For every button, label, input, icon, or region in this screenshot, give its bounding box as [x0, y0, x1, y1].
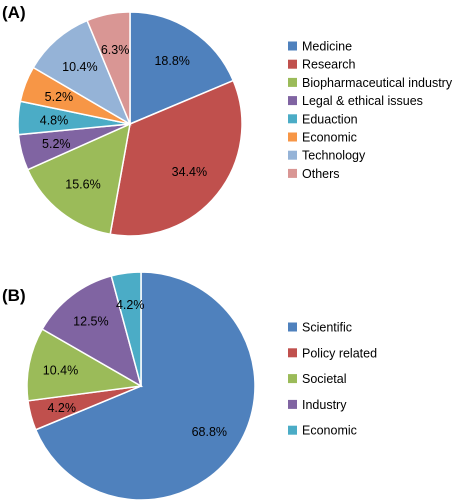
- legend-a-swatch-technology: [288, 150, 297, 160]
- pie-a-slice-technology: [32, 19, 132, 126]
- legend-a: Medicine Research Biopharmaceutical indust…: [288, 40, 453, 181]
- legend-a-item-technology: Technology: [302, 149, 366, 163]
- legend-a-item-research: Research: [302, 58, 356, 72]
- pie-b-data-label-economic: 4.2%: [116, 298, 145, 312]
- panel-a-label: (A): [2, 3, 26, 22]
- legend-a-swatch-biopharmaceutical-industry: [288, 77, 297, 87]
- legend-b-swatch-scientific: [288, 322, 297, 332]
- legend-a-swatch-research: [288, 59, 297, 69]
- legend-b: Scientific Policy related Societal Industry…: [288, 321, 377, 438]
- pie-chart-a: 18.8% 34.4% 15.6% 5.2% 4.8% 5.2% 10.4% 6.3%: [17, 11, 243, 237]
- pie-a-data-label-technology: 10.4%: [62, 60, 97, 74]
- pie-a-data-label-eduaction: 4.8%: [40, 113, 69, 127]
- legend-a-swatch-legal-ethical-issues: [288, 96, 297, 106]
- legend-a-item-economic: Economic: [302, 131, 357, 145]
- panel-b-label: (B): [2, 286, 26, 305]
- legend-a-swatch-medicine: [288, 41, 297, 51]
- pie-b-data-label-scientific: 68.8%: [192, 425, 227, 439]
- pie-b-slice-economic: [110, 271, 142, 387]
- legend-b-swatch-economic: [288, 425, 297, 435]
- pie-a-data-label-legal-ethical-issues: 5.2%: [42, 137, 71, 151]
- legend-b-swatch-policy-related: [288, 348, 297, 358]
- pie-b-data-label-industry: 12.5%: [73, 315, 108, 329]
- legend-a-swatch-others: [288, 168, 297, 178]
- pie-b-data-label-policy-related: 4.2%: [47, 401, 76, 415]
- pie-a-slice-research: [109, 79, 243, 237]
- legend-b-item-industry: Industry: [302, 398, 347, 412]
- pie-a-data-label-biopharmaceutical-industry: 15.6%: [65, 178, 100, 192]
- legend-b-swatch-industry: [288, 399, 297, 409]
- pie-a-slice-medicine: [129, 11, 235, 126]
- legend-a-item-medicine: Medicine: [302, 40, 352, 54]
- pie-a-slice-others: [86, 11, 131, 125]
- legend-a-item-legal-ethical-issues: Legal & ethical issues: [302, 94, 423, 108]
- legend-a-item-eduaction: Eduaction: [302, 112, 358, 126]
- pie-b-data-label-societal: 10.4%: [43, 364, 78, 378]
- legend-b-item-scientific: Scientific: [302, 321, 352, 335]
- pie-a-data-label-research: 34.4%: [172, 165, 207, 179]
- pie-b-slice-societal: [26, 328, 144, 402]
- pie-b-slice-scientific: [34, 271, 256, 501]
- legend-a-item-others: Others: [302, 167, 340, 181]
- legend-b-item-economic: Economic: [302, 424, 357, 438]
- pie-a-slice-biopharmaceutical-industry: [26, 122, 131, 236]
- legend-b-swatch-societal: [288, 374, 297, 384]
- pie-a-data-label-economic: 5.2%: [45, 90, 74, 104]
- pie-a-data-label-medicine: 18.8%: [154, 54, 189, 68]
- legend-a-swatch-economic: [288, 132, 297, 142]
- pie-b-slice-industry: [41, 275, 143, 388]
- pie-chart-b: 68.8% 4.2% 10.4% 12.5% 4.2%: [26, 271, 256, 501]
- legend-a-swatch-eduaction: [288, 114, 297, 124]
- legend-b-item-policy-related: Policy related: [302, 346, 377, 360]
- legend-a-item-biopharmaceutical-industry: Biopharmaceutical industry: [302, 76, 453, 90]
- legend-b-item-societal: Societal: [302, 372, 346, 386]
- pie-a-data-label-others: 6.3%: [101, 43, 130, 57]
